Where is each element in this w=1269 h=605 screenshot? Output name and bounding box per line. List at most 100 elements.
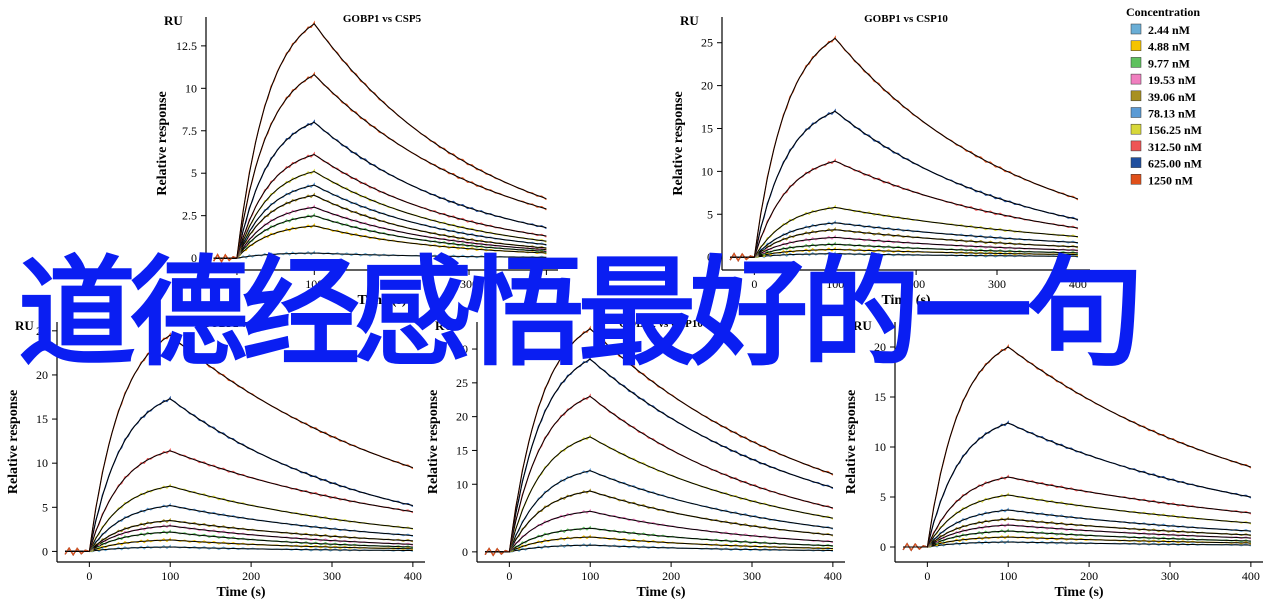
fit-line — [903, 524, 1251, 548]
legend-swatch — [1130, 23, 1142, 35]
series-line-625-00nM — [729, 108, 1079, 262]
x-tick-label: 100 — [999, 569, 1017, 583]
fit-line — [65, 334, 414, 552]
y-tick-label: 20 — [874, 340, 886, 354]
fit-line — [213, 194, 547, 259]
fit-line — [730, 37, 1079, 258]
x-tick-label: 400 — [537, 277, 555, 291]
y-tick-label: 0 — [191, 251, 197, 265]
x-tick-label: 100 — [581, 569, 599, 583]
legend-swatch — [1130, 140, 1142, 152]
chart-panel-1: 0 2.5 5 7.5 10 12.5 0 100 200 300 400 RU GOBP1 vs CS… — [155, 13, 558, 308]
legend-title: Concentration — [1126, 5, 1200, 19]
fit-line — [213, 225, 547, 259]
y-tick-label: 5 — [880, 490, 886, 504]
fit-line — [213, 153, 547, 259]
fit-line — [730, 160, 1078, 258]
chart-title: GOBP2 vs CSP10 — [619, 318, 703, 330]
series-line-312-50nM — [729, 158, 1079, 262]
y-tick-label: 10 — [874, 440, 886, 454]
y-tick-label: 5 — [42, 500, 48, 514]
fit-line — [65, 450, 413, 552]
fit-line — [213, 23, 547, 259]
unit-label: RU — [15, 318, 34, 333]
fit-line — [485, 510, 833, 553]
fit-line — [485, 544, 833, 553]
legend-swatch — [1130, 90, 1142, 102]
y-tick-label: 25 — [456, 376, 468, 390]
legend-label: 156.25 nM — [1148, 123, 1202, 137]
x-tick-label: 0 — [86, 569, 92, 583]
fit-line — [65, 519, 413, 552]
x-tick-label: 300 — [743, 569, 761, 583]
legend-swatch — [1130, 157, 1142, 168]
y-tick-label: 5 — [191, 166, 197, 180]
legend-swatch — [1130, 123, 1142, 135]
fit-line — [485, 470, 833, 553]
y-tick-label: 25 — [36, 324, 48, 338]
x-tick-label: 100 — [161, 569, 179, 583]
fit-line — [485, 395, 834, 553]
chart-title: GOBP1 vs CSP5 — [343, 13, 422, 25]
x-tick-label: 300 — [460, 277, 478, 291]
legend-swatch — [1130, 73, 1142, 85]
fit-line — [213, 170, 547, 259]
fit-line — [730, 253, 1078, 258]
legend-swatch — [1130, 107, 1142, 118]
fit-line — [903, 476, 1251, 548]
fit-line — [213, 121, 547, 259]
x-tick-label: 200 — [383, 277, 401, 291]
legend-label: 19.53 nM — [1148, 73, 1196, 87]
legend-label: 9.77 nM — [1148, 56, 1190, 70]
y-tick-label: 5 — [707, 207, 713, 221]
fit-line — [903, 518, 1251, 548]
x-axis-title: Time (s) — [881, 293, 930, 308]
y-tick-label: 30 — [456, 342, 468, 356]
y-tick-label: 0 — [462, 545, 468, 559]
x-tick-label: 400 — [1242, 569, 1260, 583]
fit-line — [903, 346, 1252, 548]
y-axis-title: Relative response — [6, 390, 21, 494]
series-line-1250nM — [729, 35, 1079, 262]
fit-line — [903, 494, 1251, 548]
fit-line — [730, 222, 1078, 258]
x-tick-label: 0 — [506, 569, 512, 583]
series-line-4-88nM — [64, 537, 414, 556]
x-tick-label: 200 — [907, 277, 925, 291]
y-tick-label: 15 — [701, 121, 713, 135]
y-tick-label: 20 — [36, 368, 48, 382]
fit-line — [213, 74, 547, 259]
fit-line — [213, 215, 547, 259]
y-tick-label: 7.5 — [182, 124, 197, 138]
x-tick-label: 200 — [662, 569, 680, 583]
legend-label: 4.88 nM — [1148, 40, 1190, 54]
fit-line — [730, 236, 1078, 258]
unit-label: RU — [435, 318, 454, 333]
fit-line — [730, 229, 1078, 258]
y-tick-label: 20 — [456, 410, 468, 424]
x-tick-label: 300 — [988, 277, 1006, 291]
x-tick-label: 200 — [242, 569, 260, 583]
y-tick-label: 20 — [701, 79, 713, 93]
y-tick-label: 10 — [185, 81, 197, 95]
fit-line — [903, 530, 1251, 548]
unit-label: RU — [853, 318, 872, 333]
x-tick-label: 0 — [751, 277, 757, 291]
y-tick-label: 10 — [701, 164, 713, 178]
fit-line — [65, 504, 413, 552]
series-line-78-13nM — [213, 182, 547, 263]
fit-line — [485, 490, 833, 553]
unit-label: RU — [164, 13, 183, 28]
fit-line — [65, 398, 414, 552]
legend-label: 2.44 nM — [1148, 23, 1190, 37]
y-tick-label: 15 — [456, 443, 468, 457]
chart-panel-3: 0 5 10 15 20 25 0 100 200 300 400 RU GOBP2 vs CSP5 Ti… — [6, 318, 425, 600]
series-line-1250nM — [902, 343, 1252, 552]
fit-line — [730, 248, 1078, 258]
y-tick-label: 25 — [701, 36, 713, 50]
unit-label: RU — [680, 13, 699, 28]
x-tick-label: 400 — [824, 569, 842, 583]
fit-line — [903, 509, 1251, 548]
